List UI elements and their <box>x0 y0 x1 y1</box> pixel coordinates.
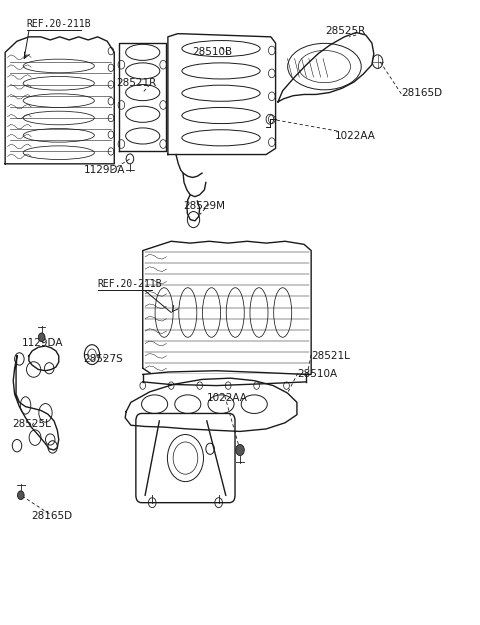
Circle shape <box>236 444 244 456</box>
Text: 28525R: 28525R <box>325 26 366 36</box>
Text: 28529M: 28529M <box>183 201 225 211</box>
Circle shape <box>17 491 24 499</box>
Text: 28521R: 28521R <box>117 78 157 88</box>
Text: 28510B: 28510B <box>192 48 233 58</box>
Circle shape <box>38 333 45 342</box>
Text: REF.20-211B: REF.20-211B <box>26 19 91 29</box>
Text: 28521L: 28521L <box>311 351 350 361</box>
Text: 28525L: 28525L <box>12 419 51 429</box>
Polygon shape <box>29 346 59 371</box>
Text: 28510A: 28510A <box>297 369 337 379</box>
Polygon shape <box>13 356 59 450</box>
Text: REF.20-211B: REF.20-211B <box>97 279 162 289</box>
Text: 28527S: 28527S <box>84 354 123 364</box>
Text: 1129DA: 1129DA <box>84 165 125 175</box>
Text: 28165D: 28165D <box>401 88 443 98</box>
Text: 1129DA: 1129DA <box>22 339 63 349</box>
Text: 1022AA: 1022AA <box>335 131 376 141</box>
Text: 28165D: 28165D <box>31 511 72 521</box>
Text: 1022AA: 1022AA <box>207 393 248 403</box>
Polygon shape <box>125 378 297 431</box>
